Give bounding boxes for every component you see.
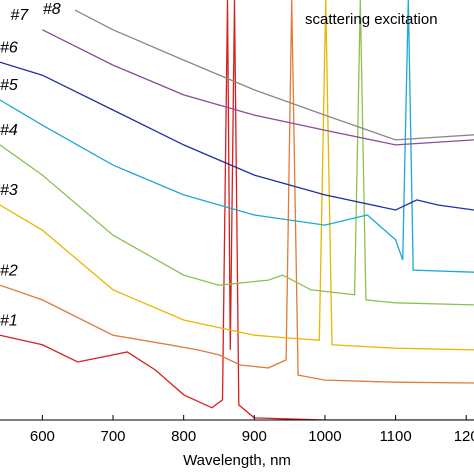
- series-label: #5: [0, 77, 18, 94]
- series-line: [0, 61, 474, 211]
- x-axis-label: Wavelength, nm: [183, 452, 291, 469]
- series-line: [42, 29, 474, 146]
- series-label: #7: [10, 7, 29, 24]
- series-label: #6: [0, 39, 18, 56]
- series-line: [0, 0, 474, 384]
- x-tick-label: 1000: [308, 428, 341, 445]
- series-line: [0, 0, 474, 273]
- series-label: #2: [0, 262, 18, 279]
- x-tick-label: 1100: [379, 428, 411, 445]
- series-label: #3: [0, 182, 18, 199]
- series-line: [0, 0, 474, 420]
- x-tick-label: 600: [30, 428, 55, 445]
- series-label: #4: [0, 122, 18, 139]
- x-tick-label: 120: [454, 428, 474, 445]
- series-line: [74, 9, 474, 141]
- x-tick-label: 800: [171, 428, 196, 445]
- series-label: #1: [0, 312, 18, 329]
- x-tick-label: 900: [242, 428, 267, 445]
- series-line: [0, 0, 474, 351]
- series-label: #8: [43, 1, 61, 18]
- annotation: scattering excitation: [305, 11, 438, 28]
- plot-area: [0, 0, 474, 420]
- series-line: [0, 0, 474, 306]
- x-tick-label: 700: [101, 428, 126, 445]
